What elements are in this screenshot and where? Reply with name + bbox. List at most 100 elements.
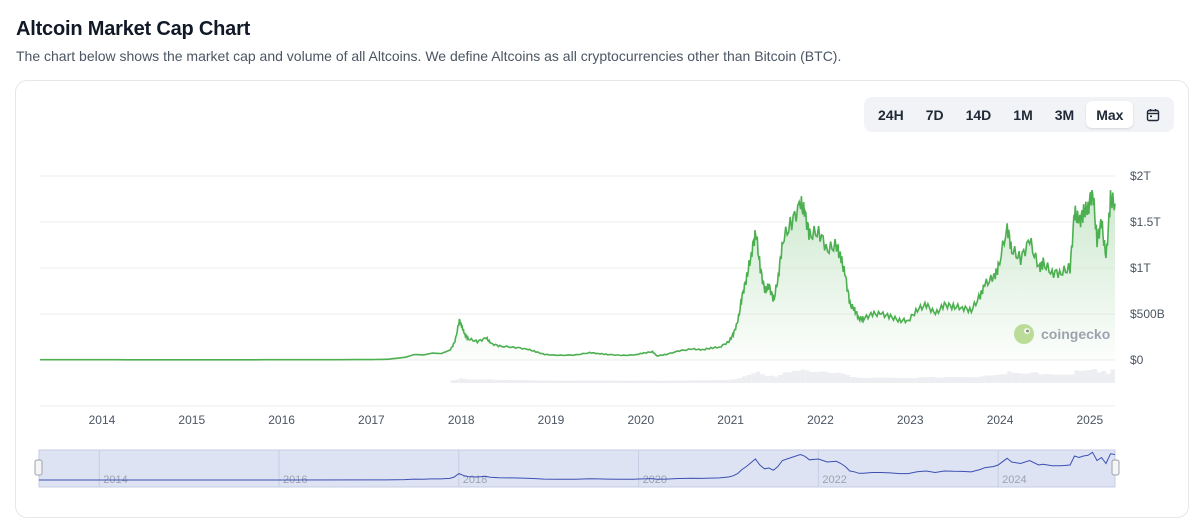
volume-bar xyxy=(778,375,783,383)
page-subtitle: The chart below shows the market cap and… xyxy=(16,48,842,64)
volume-bar xyxy=(576,380,590,383)
range-selector: 24H 7D 14D 1M 3M Max xyxy=(864,97,1174,132)
volume-bar xyxy=(845,375,851,383)
x-tick-label: 2018 xyxy=(448,413,475,427)
volume-bar xyxy=(1043,374,1053,383)
volume-bar xyxy=(454,379,460,383)
volume-bar xyxy=(1011,373,1021,383)
y-tick-label: $0 xyxy=(1130,353,1144,367)
volume-bar xyxy=(1110,369,1115,383)
volume-bar xyxy=(1097,372,1102,383)
y-tick-label: $1T xyxy=(1130,261,1151,275)
volume-bar xyxy=(656,380,666,383)
volume-bar xyxy=(462,378,465,383)
volume-bar xyxy=(791,371,801,383)
volume-bar xyxy=(1070,374,1075,383)
volume-bar xyxy=(1083,370,1089,383)
volume-bar xyxy=(1052,374,1062,383)
volume-bar xyxy=(634,380,644,383)
navigator-tick-label: 2022 xyxy=(822,474,846,486)
volume-bar xyxy=(468,379,478,383)
navigator[interactable]: 2014 2016 2018 2020 2022 2024 xyxy=(34,449,1120,488)
grid-lines xyxy=(40,175,1115,407)
volume-bar xyxy=(890,377,900,383)
volume-bar xyxy=(800,369,806,383)
volume-bar xyxy=(607,380,622,383)
y-tick-label: $1.5T xyxy=(1130,215,1161,229)
volume-bar xyxy=(710,380,720,383)
volume-bar xyxy=(782,372,792,383)
volume-bar xyxy=(701,380,711,383)
navigator-right-handle[interactable] xyxy=(1111,459,1120,476)
volume-bar xyxy=(742,376,747,383)
volume-bar xyxy=(544,380,559,383)
volume-bar xyxy=(621,380,635,383)
volume-bar xyxy=(1074,370,1080,383)
x-tick-label: 2020 xyxy=(627,413,654,427)
volume-bar xyxy=(499,380,514,383)
volume-bar xyxy=(953,377,963,383)
navigator-window[interactable] xyxy=(38,449,1116,488)
x-tick-label: 2023 xyxy=(897,413,924,427)
volume-bar xyxy=(944,377,954,383)
range-1m-button[interactable]: 1M xyxy=(1013,106,1033,123)
volume-bar xyxy=(899,378,909,383)
volume-bar xyxy=(809,372,819,383)
volume-bar xyxy=(769,375,774,383)
volume-bar xyxy=(805,370,810,383)
y-tick-label: $500B xyxy=(1130,307,1165,321)
volume-bar xyxy=(998,374,1008,383)
y-axis-labels: $0 $500B $1T $1.5T $2T xyxy=(1130,169,1165,367)
volume-bar xyxy=(755,371,761,383)
navigator-tick-label: 2020 xyxy=(643,474,667,486)
x-tick-label: 2021 xyxy=(717,413,744,427)
volume-bar xyxy=(841,373,846,383)
volume-bar xyxy=(459,378,463,383)
volume-bar xyxy=(737,378,743,383)
volume-bars xyxy=(450,369,1115,383)
watermark-text: coingecko xyxy=(1041,326,1110,342)
volume-bar xyxy=(863,378,873,383)
volume-bar xyxy=(872,377,882,383)
page-title: Altcoin Market Cap Chart xyxy=(16,18,251,40)
market-cap-line xyxy=(40,189,1116,361)
volume-bar xyxy=(980,376,985,383)
volume-bar xyxy=(535,380,545,383)
volume-bar xyxy=(854,377,860,383)
market-cap-area xyxy=(40,190,1115,360)
volume-bar xyxy=(1020,373,1030,383)
range-14d-button[interactable]: 14D xyxy=(965,106,992,123)
calendar-icon xyxy=(1146,108,1159,121)
volume-bar xyxy=(1106,373,1111,383)
volume-bar xyxy=(598,380,608,383)
x-axis-labels: 2014 2015 2016 2017 2018 2019 2020 2021 2022 2023… xyxy=(89,413,1104,427)
volume-bar xyxy=(760,374,765,383)
x-tick-label: 2024 xyxy=(987,413,1014,427)
x-tick-label: 2014 xyxy=(89,413,116,427)
volume-bar xyxy=(836,372,842,383)
volume-bar xyxy=(1061,374,1071,383)
range-24h-button[interactable]: 24H xyxy=(878,106,904,123)
range-max-button[interactable]: Max xyxy=(1086,101,1134,128)
x-tick-label: 2025 xyxy=(1077,413,1104,427)
volume-bar xyxy=(926,377,936,383)
navigator-left-handle[interactable] xyxy=(34,459,43,476)
x-tick-label: 2015 xyxy=(178,413,205,427)
volume-bar xyxy=(1079,371,1084,383)
volume-bar xyxy=(881,377,891,383)
x-tick-label: 2022 xyxy=(807,413,834,427)
range-7d-button[interactable]: 7D xyxy=(925,106,944,123)
volume-bar xyxy=(1007,371,1012,383)
volume-bar xyxy=(643,380,653,383)
calendar-button[interactable] xyxy=(1135,101,1170,128)
range-3m-button[interactable]: 3M xyxy=(1054,106,1075,123)
volume-bar xyxy=(679,380,693,383)
volume-bar xyxy=(558,380,577,383)
y-tick-label: $2T xyxy=(1130,169,1151,183)
volume-bar xyxy=(746,375,752,383)
volume-bar xyxy=(850,377,855,383)
volume-bar xyxy=(526,380,536,383)
volume-bar xyxy=(513,380,527,383)
volume-bar xyxy=(589,380,599,383)
